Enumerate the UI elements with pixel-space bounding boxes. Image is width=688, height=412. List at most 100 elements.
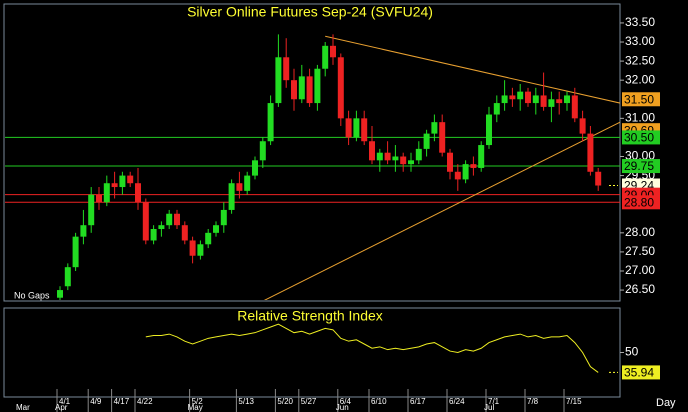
- candle-body: [244, 175, 251, 191]
- x-tick-label: 4/17: [114, 397, 130, 406]
- candle-body: [564, 95, 570, 104]
- candle-body: [197, 244, 204, 256]
- candle-body: [267, 103, 274, 142]
- trend-line: [263, 121, 620, 300]
- month-label: Apr: [55, 403, 68, 412]
- candle-body: [540, 95, 547, 107]
- x-axis-label: Day: [656, 397, 676, 409]
- y-tick-label: 32.00: [625, 72, 655, 86]
- price-tag: [622, 130, 660, 145]
- y-tick-label: 32.50: [625, 53, 655, 67]
- candle-body: [275, 57, 282, 104]
- y-tick-label: 28.00: [625, 225, 655, 239]
- candle-body: [205, 232, 212, 245]
- y-tick-label: 31.00: [625, 111, 655, 125]
- candle-body: [486, 114, 492, 146]
- candle-body: [111, 183, 118, 188]
- candle-body: [501, 95, 508, 104]
- candle-body: [454, 171, 461, 180]
- candle-body: [376, 152, 383, 161]
- candle-body: [158, 225, 165, 230]
- candle-body: [57, 290, 63, 298]
- price-plot: [5, 34, 620, 300]
- price-tag: [622, 195, 660, 210]
- x-tick-label: 4/9: [90, 397, 102, 406]
- candle-body: [400, 156, 407, 165]
- candle-body: [298, 76, 305, 100]
- rsi-title: Relative Strength Index: [237, 308, 383, 324]
- chart-title: Silver Online Futures Sep-24 (SVFU24): [187, 4, 433, 20]
- candle-body: [493, 103, 500, 115]
- candle-body: [80, 225, 87, 237]
- candle-body: [447, 152, 453, 172]
- candle-body: [415, 148, 422, 161]
- candle-body: [220, 209, 227, 226]
- x-tick-label: 7/8: [527, 397, 539, 406]
- candle-body: [135, 183, 141, 203]
- x-tick-label: 6/10: [371, 397, 387, 406]
- candle-body: [174, 213, 180, 226]
- candle-body: [330, 45, 336, 58]
- candle-body: [556, 99, 563, 104]
- no-gaps-note: No Gaps: [14, 290, 50, 300]
- candle-body: [291, 80, 297, 100]
- candle-body: [548, 99, 555, 107]
- candle-body: [88, 194, 95, 226]
- candle-body: [181, 225, 188, 241]
- month-label: May: [188, 403, 203, 412]
- candle-body: [103, 183, 110, 203]
- price-tag-label: 28.80: [624, 195, 654, 209]
- price-tag-label: 30.50: [624, 131, 654, 145]
- x-tick-label: 7/15: [566, 397, 582, 406]
- price-tag-label: 31.50: [624, 92, 654, 106]
- candle-body: [431, 122, 438, 134]
- x-tick-label: 5/2: [192, 397, 204, 406]
- candle-body: [369, 141, 375, 161]
- candle-body: [259, 141, 266, 161]
- candle-body: [228, 183, 235, 210]
- candle-body: [96, 194, 102, 203]
- candle-body: [478, 145, 485, 168]
- candle-body: [392, 156, 399, 161]
- y-tick-label: 33.50: [625, 15, 655, 29]
- x-tick-label: 5/20: [277, 397, 293, 406]
- candle-body: [322, 45, 329, 69]
- candle-body: [571, 95, 578, 119]
- candle-body: [353, 118, 360, 138]
- x-tick-label: 4/1: [59, 397, 71, 406]
- x-tick-label: 6/17: [410, 397, 426, 406]
- candle-body: [408, 160, 414, 165]
- x-tick-label: 6/24: [449, 397, 465, 406]
- candle-body: [142, 202, 149, 241]
- candle-body: [579, 118, 586, 134]
- candle-body: [306, 76, 313, 104]
- y-tick-label: 50: [625, 345, 639, 359]
- price-tag-label: 29.75: [624, 159, 654, 173]
- y-tick-label: 27.50: [625, 244, 655, 258]
- value-tag-label: 35.94: [624, 366, 654, 380]
- y-tick-label: 26.50: [625, 282, 655, 296]
- y-tick-label: 27.00: [625, 263, 655, 277]
- axes: 33.5033.0032.5032.0031.0030.0029.5028.00…: [16, 15, 660, 412]
- candle-body: [127, 175, 134, 184]
- price-tag: [622, 92, 660, 107]
- trend-line: [325, 35, 620, 104]
- price-panel: [3, 3, 621, 302]
- candle-body: [189, 240, 196, 256]
- candle-body: [439, 122, 446, 153]
- candle-body: [517, 91, 524, 100]
- candle-body: [587, 133, 594, 172]
- candle-body: [595, 171, 602, 186]
- x-tick-label: 5/13: [238, 397, 254, 406]
- candle-body: [252, 160, 258, 176]
- candle-body: [509, 95, 516, 100]
- x-tick-label: 5/27: [301, 397, 317, 406]
- candle-body: [166, 213, 173, 226]
- candle-body: [525, 91, 531, 104]
- price-tag: [622, 159, 660, 174]
- month-label: Mar: [16, 403, 30, 412]
- rsi-line: [145, 323, 599, 373]
- candle-body: [470, 164, 477, 168]
